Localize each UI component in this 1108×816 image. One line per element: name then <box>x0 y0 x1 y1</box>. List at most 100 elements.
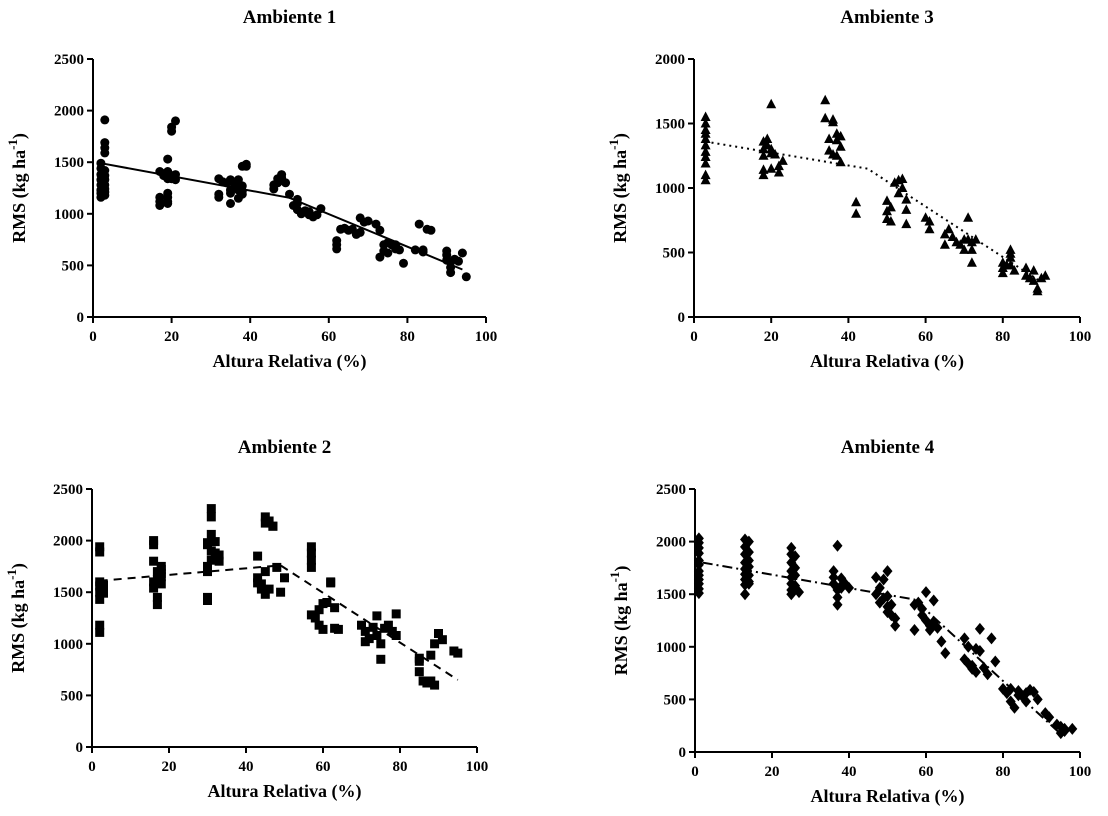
chart-title: Ambiente 4 <box>841 437 935 458</box>
data-point <box>982 668 993 681</box>
data-point <box>276 587 286 597</box>
data-point <box>171 175 180 185</box>
y-tick-label: 1000 <box>656 640 686 656</box>
data-point <box>1017 690 1028 703</box>
x-axis-label: Altura Relativa (%) <box>811 786 965 807</box>
data-point <box>997 267 1008 278</box>
data-point <box>882 590 893 603</box>
chart-panel-2: Ambiente 30 20 40 60 80 1000500100015002000Al… <box>606 7 1091 372</box>
data-point <box>974 622 985 635</box>
data-point <box>770 149 781 159</box>
data-point <box>414 667 424 677</box>
data-point <box>740 588 750 601</box>
data-point <box>155 201 165 210</box>
data-point <box>214 192 224 202</box>
data-point <box>777 155 788 165</box>
y-axis-label-main: RMS (kg ha <box>9 150 30 243</box>
data-point <box>95 594 105 604</box>
data-point <box>95 620 105 630</box>
data-point <box>241 161 251 171</box>
y-axis-label-main: RMS (kg ha <box>8 580 29 673</box>
data-point <box>890 619 901 632</box>
x-axis-label: Altura Relativa (%) <box>208 781 362 802</box>
data-point <box>426 225 436 235</box>
data-point <box>966 236 977 247</box>
data-point <box>1028 265 1039 275</box>
data-point <box>885 216 896 226</box>
data-point <box>955 239 966 249</box>
x-tick-label: 80 <box>400 329 415 345</box>
y-tick-label: 1500 <box>655 117 685 133</box>
data-point <box>700 139 711 150</box>
data-point <box>963 640 974 653</box>
data-point <box>203 567 212 577</box>
data-point <box>167 126 177 136</box>
data-point <box>882 195 892 205</box>
y-axis-label-close: ) <box>8 563 29 569</box>
data-point <box>820 94 831 105</box>
x-tick-label: 0 <box>88 759 96 775</box>
data-point <box>1032 693 1043 706</box>
data-point <box>773 167 784 177</box>
x-tick-label: 40 <box>243 329 258 345</box>
data-point <box>99 588 108 598</box>
x-axis-label: Altura Relativa (%) <box>810 351 964 372</box>
y-axis-label: RMS (kg ha-1) <box>4 563 29 673</box>
y-tick-label: 0 <box>678 310 686 326</box>
data-point <box>457 248 467 258</box>
data-point <box>943 223 954 234</box>
x-tick-label: 80 <box>995 329 1010 345</box>
data-point <box>828 116 838 127</box>
y-tick-label: 2000 <box>655 52 685 68</box>
data-point <box>766 98 777 109</box>
data-point <box>260 567 270 577</box>
data-point <box>990 655 1001 668</box>
data-point <box>700 128 711 138</box>
data-point <box>430 680 440 690</box>
data-point <box>700 174 711 185</box>
data-point <box>758 169 769 180</box>
data-point <box>890 612 901 625</box>
data-point <box>886 598 897 611</box>
data-point <box>986 632 997 645</box>
y-axis-label: RMS (kg ha-1) <box>5 133 30 243</box>
data-point <box>773 160 784 171</box>
data-point <box>871 571 881 584</box>
data-point <box>700 118 711 128</box>
data-point <box>762 133 773 143</box>
y-tick-label: 0 <box>679 745 687 761</box>
data-point <box>163 199 173 208</box>
data-point <box>786 588 797 601</box>
data-point <box>391 631 401 640</box>
data-point <box>897 182 908 192</box>
data-point <box>256 584 266 594</box>
y-axis-label-close: ) <box>9 133 30 139</box>
data-point <box>924 216 935 226</box>
data-point <box>939 239 950 249</box>
data-point <box>758 164 769 174</box>
data-point <box>832 539 843 552</box>
data-point <box>383 620 393 630</box>
data-point <box>306 548 316 558</box>
data-point <box>322 598 332 607</box>
data-point <box>214 556 224 566</box>
data-point <box>454 256 463 266</box>
data-point <box>376 654 386 664</box>
data-point <box>330 603 340 613</box>
data-point <box>928 594 939 607</box>
data-point <box>260 589 270 599</box>
data-point <box>226 188 235 198</box>
data-point <box>790 561 801 574</box>
data-point <box>375 225 385 235</box>
data-point <box>963 212 974 222</box>
data-point <box>790 550 801 563</box>
data-point <box>966 257 977 267</box>
data-point <box>253 573 263 583</box>
data-point <box>314 605 324 615</box>
data-point <box>966 244 977 254</box>
x-tick-label: 60 <box>316 759 331 775</box>
data-point <box>831 150 842 160</box>
x-tick-label: 20 <box>764 329 779 345</box>
data-point <box>152 592 162 602</box>
data-point <box>430 639 440 649</box>
